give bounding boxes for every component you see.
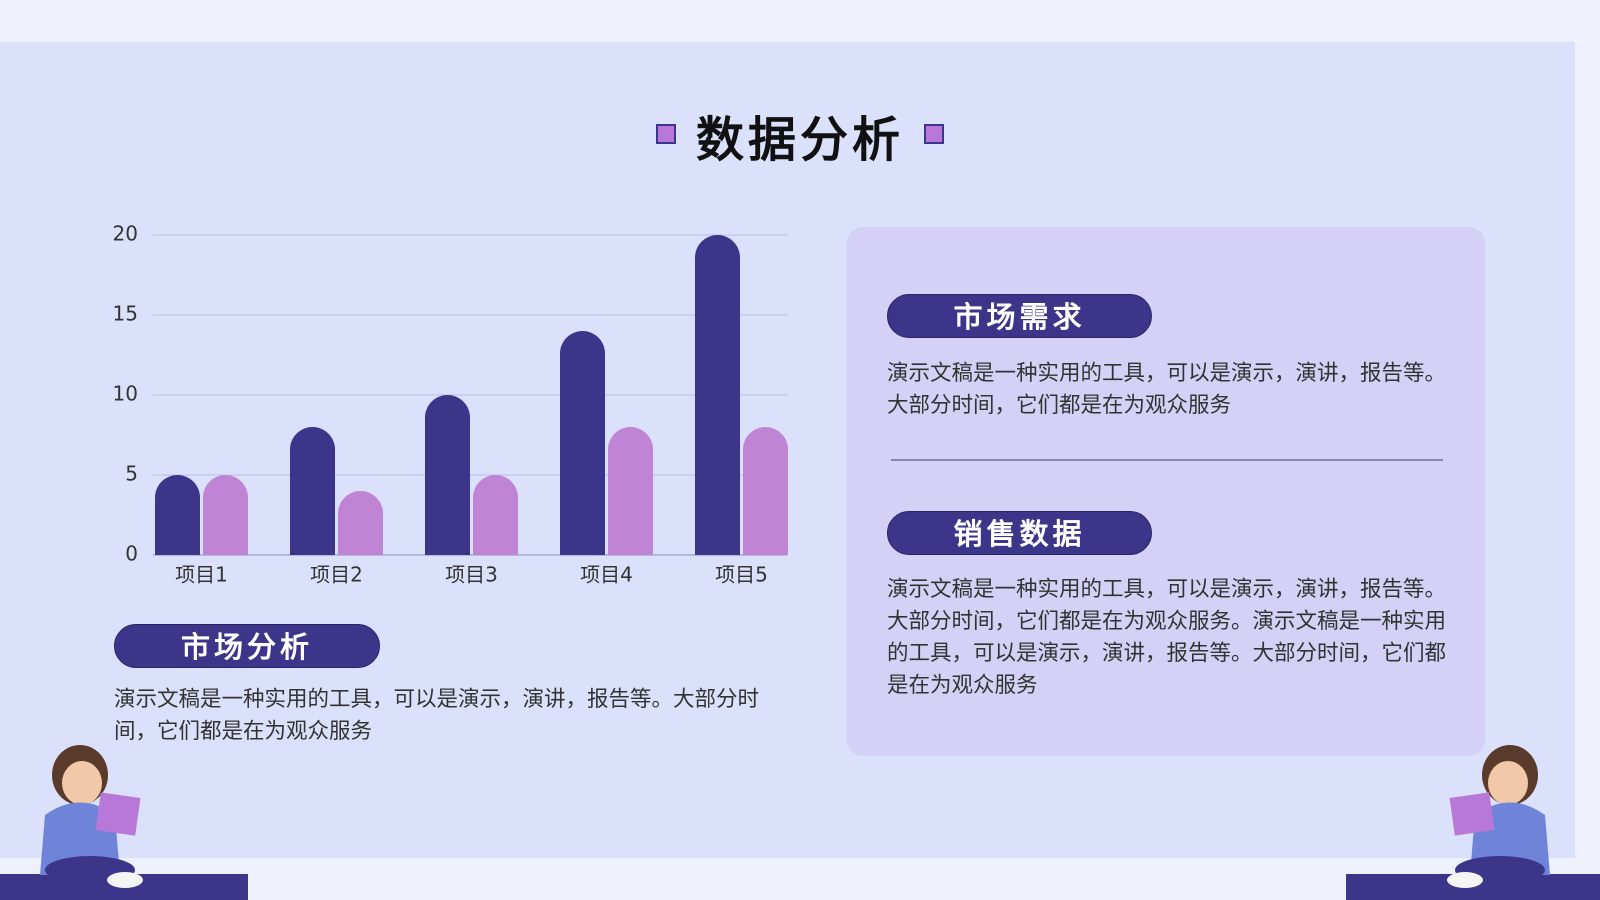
section-text: 演示文稿是一种实用的工具，可以是演示，演讲，报告等。大部分时间，它们都是在为观众… (887, 361, 1447, 418)
y-tick-label: 0 (125, 542, 138, 566)
bar (290, 427, 335, 555)
bar (425, 395, 470, 555)
section-heading: 销售数据 (887, 511, 1152, 555)
section-heading: 市场分析 (114, 624, 380, 668)
bar (473, 475, 518, 555)
y-tick-label: 5 (125, 462, 138, 486)
title-decor (656, 124, 676, 144)
y-tick-label: 20 (113, 222, 138, 246)
title-decor (924, 124, 944, 144)
bar (155, 475, 200, 555)
bar (560, 331, 605, 555)
y-tick-label: 15 (113, 302, 138, 326)
section-text: 演示文稿是一种实用的工具，可以是演示，演讲，报告等。大部分时间，它们都是在为观众… (114, 687, 760, 744)
bar (203, 475, 248, 555)
bar (608, 427, 653, 555)
x-tick-label: 项目3 (445, 563, 498, 587)
y-tick-label: 10 (113, 382, 138, 406)
section-heading: 市场需求 (887, 294, 1152, 338)
bar (695, 235, 740, 555)
section-text: 演示文稿是一种实用的工具，可以是演示，演讲，报告等。大部分时间，它们都是在为观众… (887, 577, 1447, 698)
bar (743, 427, 788, 555)
bar (338, 491, 383, 555)
x-tick-label: 项目5 (715, 563, 768, 587)
x-tick-label: 项目2 (310, 563, 363, 587)
divider (891, 459, 1443, 461)
title: 数据分析 (695, 112, 904, 168)
chart: 0 5 10 15 20 项目1 项目2 项目3 项目4 项目5 (113, 222, 788, 587)
character-illustration (1447, 745, 1550, 888)
x-tick-label: 项目4 (580, 563, 633, 587)
x-tick-label: 项目1 (175, 563, 228, 587)
character-illustration (40, 745, 143, 888)
